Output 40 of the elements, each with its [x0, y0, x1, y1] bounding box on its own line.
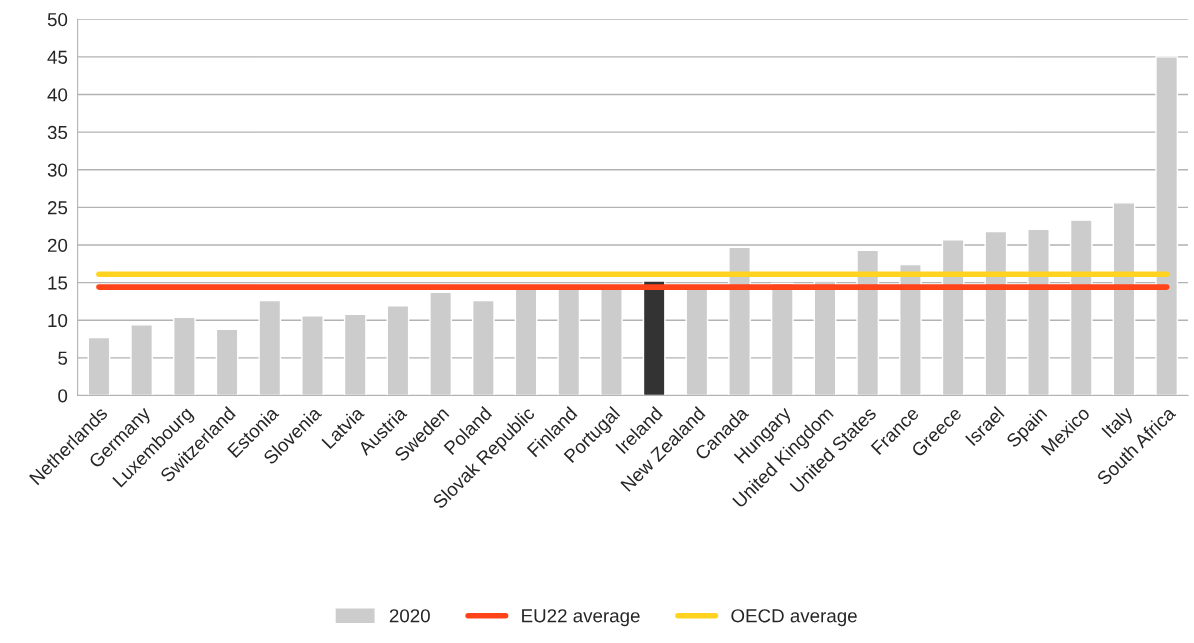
- bar: [1155, 56, 1179, 396]
- y-tick-label: 15: [48, 276, 68, 290]
- bar: [642, 280, 666, 396]
- bar: [1069, 219, 1093, 396]
- bar: [899, 263, 922, 396]
- bar: [770, 282, 794, 396]
- bar: [728, 246, 751, 396]
- bar: [600, 287, 623, 396]
- y-tick-label: 25: [47, 201, 68, 215]
- y-tick-label: 45: [47, 50, 68, 64]
- bar: [87, 336, 111, 396]
- y-tick-label: 40: [47, 88, 68, 102]
- bar: [984, 230, 1008, 396]
- bar: [813, 280, 837, 396]
- bar: [856, 249, 880, 396]
- bar: [301, 315, 324, 396]
- bar: [386, 305, 410, 396]
- y-tick-label: 10: [48, 313, 68, 328]
- y-tick-label: 5: [58, 351, 68, 365]
- bar: [215, 328, 239, 396]
- bar: [1112, 202, 1136, 396]
- y-tick-label: 35: [47, 125, 68, 140]
- legend-label: OECD average: [731, 609, 857, 627]
- y-tick-label: 30: [47, 163, 68, 177]
- y-tick-label: 50: [47, 12, 68, 27]
- bar: [343, 313, 367, 396]
- bar: [471, 299, 495, 396]
- bar: [258, 299, 282, 396]
- bar: [514, 287, 538, 396]
- bar: [941, 239, 965, 396]
- y-tick-label: 0: [58, 389, 68, 403]
- bar: [685, 287, 709, 396]
- x-tick-label: Italy: [1100, 405, 1137, 441]
- bar: [130, 324, 154, 396]
- legend-label: EU22 average: [522, 609, 640, 627]
- bar: [557, 287, 581, 396]
- bar: [429, 291, 453, 396]
- bar: [173, 316, 196, 396]
- legend-label: 2020: [389, 609, 430, 623]
- y-tick-label: 20: [47, 238, 68, 252]
